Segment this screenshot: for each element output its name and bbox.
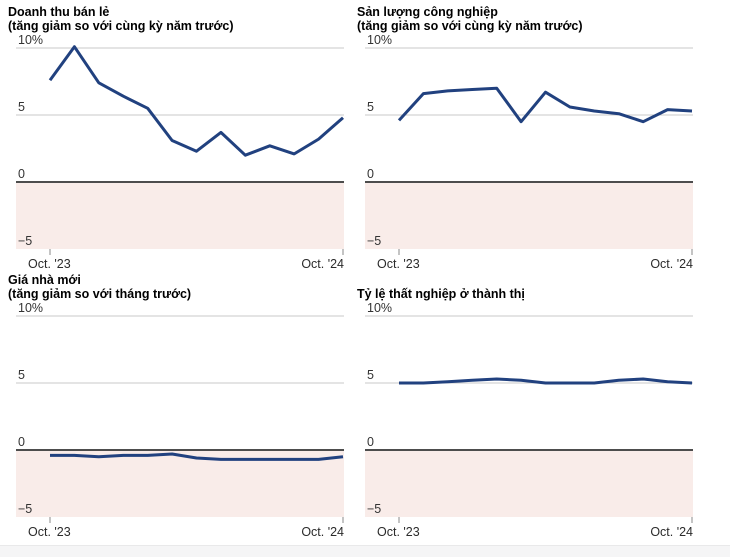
line-chart: 10% 5 0 −5 <box>16 34 344 255</box>
x-axis-end-label: Oct. '24 <box>301 257 344 271</box>
y-axis-label: −5 <box>18 502 32 516</box>
page-footer-strip <box>0 545 730 557</box>
y-axis-label: 5 <box>367 100 374 114</box>
x-axis-labels: Oct. '23 Oct. '24 <box>365 525 693 539</box>
y-axis-label: −5 <box>367 234 381 248</box>
y-axis-label: 10% <box>367 302 392 315</box>
y-axis-label: −5 <box>18 234 32 248</box>
x-axis-end-label: Oct. '24 <box>301 525 344 539</box>
chart-subtitle: (tăng giảm so với tháng trước) <box>8 287 192 301</box>
chart-header: Tỷ lệ thất nghiệp ở thành thị <box>357 272 693 301</box>
chart-subtitle: (tăng giảm so với cùng kỳ năm trước) <box>357 19 583 33</box>
chart-title: Tỷ lệ thất nghiệp ở thành thị <box>357 287 525 301</box>
chart-header: Giá nhà mới (tăng giảm so với tháng trướ… <box>8 272 344 301</box>
y-axis-label: 5 <box>18 368 25 382</box>
y-axis-label: 0 <box>18 167 25 181</box>
x-axis-end-label: Oct. '24 <box>650 257 693 271</box>
x-axis-end-label: Oct. '24 <box>650 525 693 539</box>
chart-subtitle: (tăng giảm so với cùng kỳ năm trước) <box>8 19 234 33</box>
x-axis-labels: Oct. '23 Oct. '24 <box>16 525 344 539</box>
y-axis-label: 5 <box>18 100 25 114</box>
x-axis-labels: Oct. '23 Oct. '24 <box>16 257 344 271</box>
negative-region-fill <box>16 182 344 249</box>
y-axis-label: 10% <box>18 34 43 47</box>
y-axis-label: 10% <box>367 34 392 47</box>
series-line <box>50 452 344 461</box>
series-line <box>397 86 693 124</box>
chart-title: Giá nhà mới <box>8 273 81 287</box>
negative-region-fill <box>16 450 344 517</box>
chart-panel-new-home-prices: Giá nhà mới (tăng giảm so với tháng trướ… <box>8 272 344 539</box>
negative-region-fill <box>365 182 693 249</box>
y-axis-label: 0 <box>18 435 25 449</box>
series-line <box>399 377 693 385</box>
y-axis-label: 0 <box>367 435 374 449</box>
negative-region-fill <box>365 450 693 517</box>
chart-panel-retail-sales: Doanh thu bán lẻ (tăng giảm so với cùng … <box>8 4 344 271</box>
series-line <box>48 45 344 157</box>
y-axis-label: 10% <box>18 302 43 315</box>
y-axis-label: 5 <box>367 368 374 382</box>
x-axis-start-label: Oct. '23 <box>28 525 71 539</box>
x-axis-labels: Oct. '23 Oct. '24 <box>365 257 693 271</box>
chart-title: Doanh thu bán lẻ <box>8 5 110 19</box>
line-chart: 10% 5 0 −5 <box>365 34 693 255</box>
chart-header: Sản lượng công nghiệp (tăng giảm so với … <box>357 4 693 33</box>
line-chart: 10% 5 0 −5 <box>365 302 693 523</box>
line-chart: 10% 5 0 −5 <box>16 302 344 523</box>
y-axis-label: −5 <box>367 502 381 516</box>
x-axis-start-label: Oct. '23 <box>28 257 71 271</box>
x-axis-start-label: Oct. '23 <box>377 257 420 271</box>
y-axis-label: 0 <box>367 167 374 181</box>
x-axis-start-label: Oct. '23 <box>377 525 420 539</box>
chart-title: Sản lượng công nghiệp <box>357 5 498 19</box>
chart-panel-industrial-output: Sản lượng công nghiệp (tăng giảm so với … <box>357 4 693 271</box>
chart-header: Doanh thu bán lẻ (tăng giảm so với cùng … <box>8 4 344 33</box>
chart-panel-urban-unemployment: Tỷ lệ thất nghiệp ở thành thị 10% 5 0 −5 Oc… <box>357 272 693 539</box>
